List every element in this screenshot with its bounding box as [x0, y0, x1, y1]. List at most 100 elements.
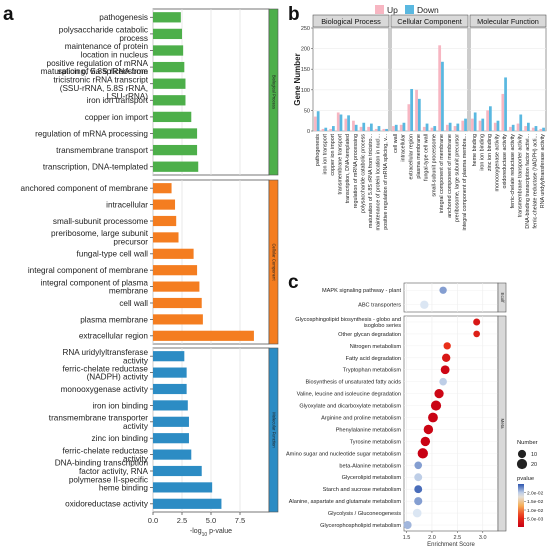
category-label: maintenance of protein location in nucleu…: [65, 42, 149, 59]
term-label: MAPK signaling pathway - plant: [322, 288, 401, 294]
bar: [153, 95, 186, 106]
facet-strip: [390, 14, 469, 28]
legend-label: Up: [387, 5, 398, 15]
bar: [153, 416, 189, 427]
category-label: copper ion import: [85, 113, 149, 122]
bar-down: [456, 123, 460, 131]
y-tick-label: 100: [301, 88, 310, 94]
category-label: fungal-type cell wall: [424, 134, 430, 181]
bar: [153, 61, 185, 73]
bar-up: [367, 126, 370, 131]
term-label: Valine, leucine and isoleucine degradati…: [297, 392, 401, 398]
bar-up: [438, 45, 442, 131]
bar-up: [430, 127, 434, 131]
term-label: Starch and sucrose metabolism: [323, 487, 402, 493]
plot-panel: [390, 27, 469, 132]
category-label: preribosome, large subunit precursor: [51, 229, 149, 246]
bar-group-1: anchored component of membrane intracellu…: [21, 179, 279, 345]
facet-strip: [268, 347, 279, 513]
category-label: pathogenesis: [315, 134, 321, 166]
color-legend-label: 1.5e-02: [527, 499, 544, 505]
term-label: Nitrogen metabolism: [350, 344, 402, 350]
x-tick-label: 2.5: [454, 535, 462, 541]
facet-label: Meta: [500, 418, 505, 429]
y-tick-label: 150: [301, 67, 310, 73]
bar: [153, 199, 176, 210]
bar-up: [524, 126, 527, 131]
term-label: Amino sugar and nucleotide sugar metabol…: [286, 451, 401, 457]
category-label: RNA uridylyltransferase activity: [62, 348, 148, 365]
color-legend-bar: [518, 484, 524, 527]
bar-down: [511, 124, 515, 131]
facet-label: Cellular Component: [271, 243, 276, 281]
x-tick-label: 1.5: [403, 535, 411, 541]
facet-title: Cellular Component: [397, 17, 462, 26]
term-label: ABC transporters: [358, 303, 401, 309]
facet-0: Biological Process pathogenesis iron ion t…: [312, 14, 390, 231]
bar-up: [344, 118, 348, 131]
x-tick-label: 2.0: [428, 535, 436, 541]
bubble: [417, 448, 428, 459]
category-label: small-subunit processome: [53, 217, 149, 226]
category-label: maturation of 5.8S rRNA from tricistronic…: [41, 67, 149, 101]
bar-down: [316, 111, 320, 131]
bar-down: [377, 126, 381, 131]
panel-c-kegg-enrichment-bubble-chart: c MAPK signaling pathway - plant ABC trans…: [286, 272, 544, 547]
facet-0: MAPK signaling pathway - plant ABC transp…: [322, 282, 507, 313]
bubble: [430, 400, 442, 411]
category-label: maintenance of protein location in nucl.…: [376, 134, 382, 231]
y-axis-label: Gene Number: [293, 53, 302, 105]
y-tick-label: 50: [304, 108, 310, 114]
category-label: positive regulation of mRNA splicing, via…: [47, 59, 149, 76]
facet-strip: [497, 282, 507, 313]
category-label: positive regulation of mRNA splicing, v.…: [383, 134, 389, 230]
bar: [153, 183, 172, 194]
bubble: [428, 412, 438, 423]
category-label: zinc ion binding: [92, 434, 149, 443]
bar: [153, 465, 202, 477]
category-label: iron ion transport: [322, 133, 328, 174]
bubble: [439, 286, 447, 294]
category-label: plasma membrane: [416, 134, 422, 179]
bubble: [414, 485, 423, 494]
bubble: [439, 377, 447, 386]
bar-down: [481, 118, 485, 131]
category-label: transcription, DNA-templated: [43, 163, 149, 172]
bar-up: [407, 104, 411, 131]
category-label: integral component of plasma membrane: [41, 278, 149, 295]
bar-down: [542, 127, 545, 131]
category-label: maturation of 5.8S rRNA from tricistro..…: [368, 134, 374, 228]
category-label: iron ion binding: [479, 134, 485, 171]
plot-panel: [312, 27, 390, 132]
term-label: Glycolysis / Gluconeogenesis: [328, 511, 401, 517]
bubble: [414, 497, 423, 506]
category-label: extracellular region: [408, 134, 414, 180]
term-label: Glycerophospholipid metabolism: [320, 523, 401, 529]
bar: [153, 297, 202, 309]
facet-1: Cellular Component cell wall intracellular…: [390, 14, 469, 230]
bar-up: [531, 127, 535, 131]
panel-c-letter: c: [288, 272, 299, 293]
bar: [153, 144, 198, 156]
facet-strip: [469, 14, 547, 28]
category-label: fungal-type cell wall: [77, 250, 149, 259]
bar: [153, 12, 181, 23]
size-legend-label: 10: [531, 452, 537, 458]
facet-title: Biological Process: [321, 17, 381, 26]
category-label: heme binding: [99, 483, 149, 492]
facet-label: Ecolf: [500, 292, 505, 303]
category-label: heme binding: [472, 134, 478, 166]
category-label: cell wall: [119, 299, 148, 308]
category-label: preribosome, large subunit precursor: [454, 134, 460, 222]
plot-panel: [469, 27, 547, 132]
category-label: ferric-chelate reductase (NADPH) activity: [62, 364, 148, 381]
bar-down: [354, 124, 358, 131]
term-label: Biosynthesis of unsaturated fatty acids: [306, 380, 402, 386]
bar-down: [489, 106, 492, 131]
bar: [153, 248, 194, 259]
bubble: [443, 342, 451, 350]
bubble: [414, 473, 423, 482]
category-label: transmembrane transporter activity: [517, 134, 523, 218]
x-tick-label: 2.5: [177, 516, 187, 525]
bar-down: [519, 114, 523, 131]
